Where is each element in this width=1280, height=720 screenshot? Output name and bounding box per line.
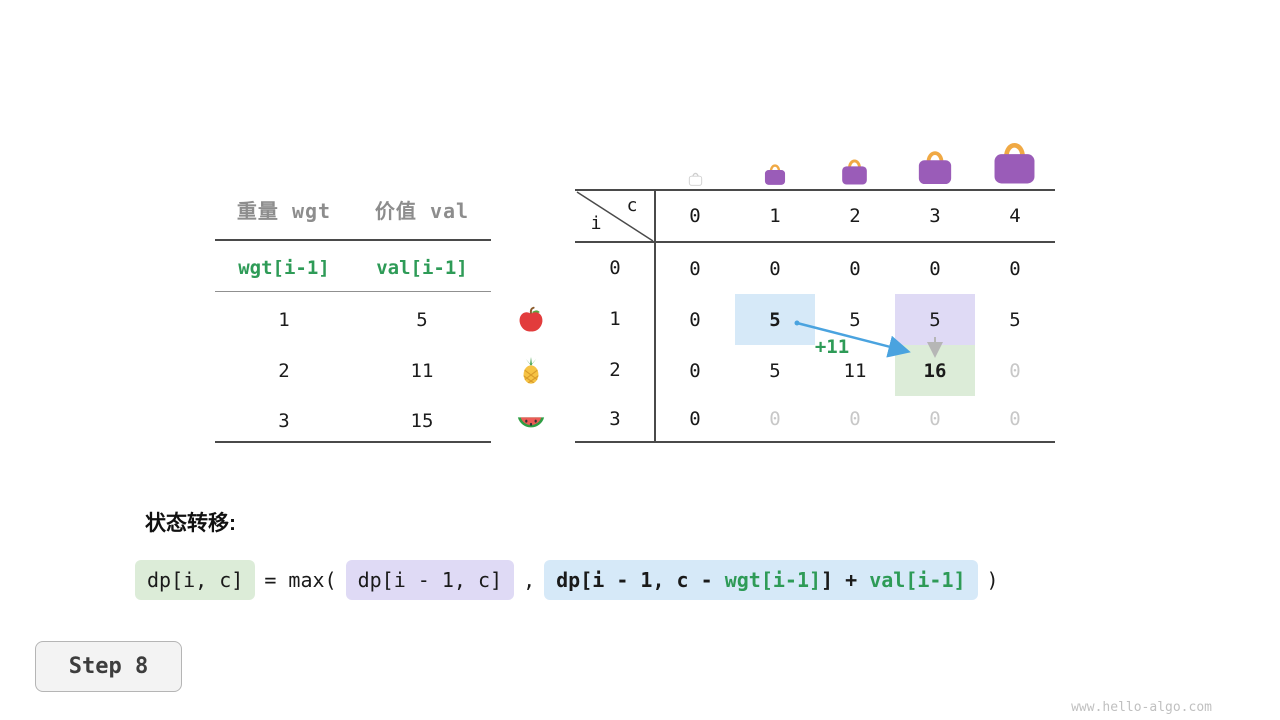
transition-formula: dp[i, c] = max( dp[i - 1, c] , dp[i - 1,… xyxy=(135,560,999,600)
items-table-rule-mid xyxy=(215,291,491,292)
term-dp-take: dp[i - 1, c - wgt[i-1]] + val[i-1] xyxy=(544,560,978,600)
watermark: www.hello-algo.com xyxy=(1071,700,1212,715)
dp-cell-2-3-current-highlight: 16 xyxy=(895,345,975,396)
term-dp-current: dp[i, c] xyxy=(135,560,256,600)
dp-cell-1-0: 0 xyxy=(689,308,701,331)
item-2-value: 11 xyxy=(410,360,434,382)
dp-row-label-1: 1 xyxy=(609,308,621,330)
dp-table-rule-bottom xyxy=(575,441,1055,443)
take-wgt-text: wgt[i-1] xyxy=(724,568,822,592)
items-value-formula: val[i-1] xyxy=(376,257,468,279)
dp-cell-0-4: 0 xyxy=(1009,257,1021,280)
bag-icon-capacity-3 xyxy=(916,144,954,186)
bag-icon-capacity-1 xyxy=(763,160,787,186)
dp-cell-1-3-keep-highlight: 5 xyxy=(895,294,975,345)
dp-axis-label-i: i xyxy=(590,213,602,234)
items-table-rule-top xyxy=(215,239,491,241)
items-table-rule-bottom xyxy=(215,441,491,443)
dp-cell-0-1: 0 xyxy=(769,257,781,280)
dp-cell-3-0: 0 xyxy=(689,408,701,430)
equals-max-text: = max( xyxy=(264,568,337,592)
item-1-value: 5 xyxy=(416,309,428,331)
dp-row-label-3: 3 xyxy=(609,408,621,430)
dp-col-header-0: 0 xyxy=(689,205,701,227)
items-weight-header: 重量 wgt xyxy=(236,199,332,223)
dp-col-header-3: 3 xyxy=(929,205,941,227)
dp-add-value-annotation: +11 xyxy=(814,336,850,358)
step-badge: Step 8 xyxy=(35,641,182,692)
items-weight-formula: wgt[i-1] xyxy=(238,257,330,279)
dp-cell-3-1: 0 xyxy=(769,408,781,430)
watermelon-icon xyxy=(516,407,546,437)
take-val-text: val[i-1] xyxy=(869,568,966,592)
dp-cell-3-3: 0 xyxy=(929,408,941,430)
dp-cell-3-4: 0 xyxy=(1009,408,1021,430)
take-prefix-text: dp[i - 1, c - xyxy=(556,568,725,592)
item-3-value: 15 xyxy=(410,410,434,432)
dp-cell-0-0: 0 xyxy=(689,257,701,280)
term-dp-keep: dp[i - 1, c] xyxy=(345,560,515,600)
dp-cell-1-1-source-highlight: 5 xyxy=(735,294,815,345)
dp-cell-0-2: 0 xyxy=(849,257,861,280)
dp-cell-2-4: 0 xyxy=(1009,359,1021,382)
dp-cell-1-4: 5 xyxy=(1009,308,1021,331)
pineapple-icon xyxy=(517,357,545,385)
item-3-weight: 3 xyxy=(278,410,290,432)
item-2-weight: 2 xyxy=(278,360,290,382)
dp-row-label-2: 2 xyxy=(609,359,621,381)
state-transition-heading: 状态转移: xyxy=(145,512,236,535)
bag-icon-capacity-4 xyxy=(991,134,1038,186)
dp-row-0: 0 0 0 0 0 xyxy=(655,243,1055,294)
comma-text: , xyxy=(523,568,536,592)
dp-row-3: 0 0 0 0 0 xyxy=(655,396,1055,442)
dp-table-rule-top xyxy=(575,189,1055,191)
take-mid-text: ] + xyxy=(821,568,870,592)
dp-header-row: 0 1 2 3 4 xyxy=(655,190,1055,242)
dp-table-rule-vertical xyxy=(654,189,656,443)
items-table-row-3: 3 15 xyxy=(215,406,491,436)
items-table-formula-row: wgt[i-1] val[i-1] xyxy=(215,253,491,283)
dp-cell-2-1: 5 xyxy=(769,359,781,382)
dp-col-header-2: 2 xyxy=(849,205,861,227)
dp-cell-2-2: 11 xyxy=(843,359,867,382)
dp-col-header-1: 1 xyxy=(769,205,781,227)
dp-table-rule-header xyxy=(575,241,1055,243)
items-table-header-row: 重量 wgt 价值 val xyxy=(215,196,491,226)
bag-icon-capacity-0 xyxy=(688,170,703,186)
dp-axis-label-c: c xyxy=(626,195,638,216)
apple-icon xyxy=(517,306,545,334)
items-table-row-2: 2 11 xyxy=(215,356,491,386)
dp-cell-1-2: 5 xyxy=(849,308,861,331)
dp-col-header-4: 4 xyxy=(1009,205,1021,227)
items-table-row-1: 1 5 xyxy=(215,305,491,335)
dp-cell-0-3: 0 xyxy=(929,257,941,280)
close-paren-text: ) xyxy=(986,568,999,592)
items-value-header: 价值 val xyxy=(374,199,470,223)
bag-icon-capacity-2 xyxy=(840,154,869,186)
dp-cell-2-0: 0 xyxy=(689,359,701,382)
dp-cell-3-2: 0 xyxy=(849,408,861,430)
item-1-weight: 1 xyxy=(278,309,290,331)
dp-row-label-0: 0 xyxy=(609,257,621,279)
